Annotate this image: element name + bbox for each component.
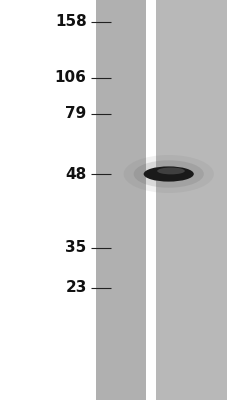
Text: 158: 158	[55, 14, 86, 30]
Bar	[95, 0, 145, 400]
Ellipse shape	[156, 168, 184, 174]
Ellipse shape	[133, 160, 203, 188]
Bar	[145, 0, 155, 400]
Text: 35: 35	[65, 240, 86, 256]
Text: 23: 23	[65, 280, 86, 296]
Ellipse shape	[123, 155, 213, 193]
Text: 106: 106	[54, 70, 86, 86]
Text: 48: 48	[65, 166, 86, 182]
Ellipse shape	[143, 166, 193, 182]
Text: 79: 79	[65, 106, 86, 122]
Bar	[155, 0, 227, 400]
